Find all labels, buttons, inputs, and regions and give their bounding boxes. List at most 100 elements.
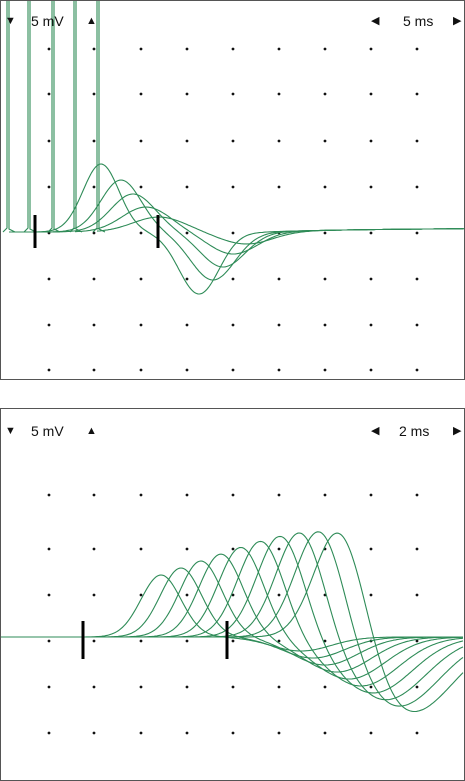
grid-dot [277, 593, 281, 597]
grid-dot [139, 368, 143, 372]
grid-dot [323, 323, 327, 327]
gain-down-arrow[interactable]: ▼ [5, 15, 16, 27]
grid-dot [323, 139, 327, 143]
grid-dot [369, 139, 373, 143]
grid-dot [369, 47, 373, 51]
grid-dot [277, 185, 281, 189]
grid-dot [415, 139, 419, 143]
response-trace [1, 567, 463, 659]
grid-dot [323, 185, 327, 189]
grid-dot [185, 139, 189, 143]
grid-dot [415, 323, 419, 327]
grid-dot [323, 493, 327, 497]
grid-dot [323, 47, 327, 51]
grid-dot [415, 547, 419, 551]
grid-dot [47, 277, 51, 281]
grid-dot [185, 277, 189, 281]
trace-panel-bottom: ▼ 5 mV ▲ ◀ 2 ms ▶ [0, 408, 465, 781]
grid-dot [369, 685, 373, 689]
grid-dot [277, 323, 281, 327]
grid-dot [92, 47, 96, 51]
grid-dot [369, 323, 373, 327]
grid-dot [139, 47, 143, 51]
timebase-right-arrow[interactable]: ▶ [453, 15, 462, 27]
grid-dot [92, 231, 96, 235]
grid-dot [139, 731, 143, 735]
grid-dot [369, 231, 373, 235]
grid-dot [139, 185, 143, 189]
response-trace [31, 179, 464, 281]
grid-dot [92, 277, 96, 281]
grid-dot [185, 593, 189, 597]
grid-dot [277, 547, 281, 551]
grid-dot [47, 185, 51, 189]
voltage-scale-label: 5 mV [31, 13, 64, 29]
grid-dot [92, 323, 96, 327]
response-trace [1, 531, 464, 707]
grid-dot [185, 231, 189, 235]
grid-dot [139, 92, 143, 96]
grid-dot [231, 368, 235, 372]
grid-dot [277, 368, 281, 372]
grid-dot [369, 593, 373, 597]
gain-up-arrow[interactable]: ▲ [86, 15, 97, 27]
grid-dot [277, 639, 281, 643]
grid-dot [231, 547, 235, 551]
gain-down-arrow[interactable]: ▼ [5, 425, 16, 437]
grid-dot [185, 685, 189, 689]
response-trace [1, 560, 463, 666]
grid-dot [47, 639, 51, 643]
grid-dot [47, 368, 51, 372]
gain-up-arrow[interactable]: ▲ [86, 425, 97, 437]
voltage-scale-label: 5 mV [31, 423, 64, 439]
grid-dot [415, 685, 419, 689]
grid-dot [415, 493, 419, 497]
grid-dot [139, 639, 143, 643]
grid-dot [92, 368, 96, 372]
grid-dot [185, 185, 189, 189]
response-trace [74, 206, 464, 255]
grid-dot [231, 593, 235, 597]
grid-dot [47, 47, 51, 51]
grid-dot [185, 493, 189, 497]
grid-dot [92, 493, 96, 497]
grid-dot [92, 593, 96, 597]
grid-dot [92, 185, 96, 189]
response-trace [1, 532, 464, 713]
grid-dot [277, 685, 281, 689]
grid-dot [185, 368, 189, 372]
grid-dot [92, 139, 96, 143]
grid-dot [139, 493, 143, 497]
grid-dot [92, 685, 96, 689]
grid-dot [369, 92, 373, 96]
grid-dot [231, 92, 235, 96]
timebase-right-arrow[interactable]: ▶ [453, 425, 462, 437]
grid-dot [277, 92, 281, 96]
grid-dot [323, 368, 327, 372]
grid-dot [47, 323, 51, 327]
time-scale-label: 2 ms [399, 423, 430, 439]
grid-dot [231, 47, 235, 51]
response-trace [96, 216, 464, 245]
timebase-left-arrow[interactable]: ◀ [371, 15, 380, 27]
response-trace [1, 553, 464, 673]
grid-dot [369, 731, 373, 735]
grid-dot [231, 185, 235, 189]
grid-dot [231, 731, 235, 735]
grid-dot [369, 547, 373, 551]
stimulus-artifact [47, 1, 61, 233]
grid-dot [323, 685, 327, 689]
grid-dot [139, 277, 143, 281]
grid-dot [47, 493, 51, 497]
grid-dot [139, 231, 143, 235]
grid-dot [415, 231, 419, 235]
grid-dot [277, 731, 281, 735]
timebase-left-arrow[interactable]: ◀ [371, 425, 380, 437]
grid-dot [47, 92, 51, 96]
grid-dot [92, 92, 96, 96]
grid-dot [185, 547, 189, 551]
grid-dot [139, 685, 143, 689]
grid-dot [415, 368, 419, 372]
grid-dot [92, 639, 96, 643]
grid-dot [415, 731, 419, 735]
